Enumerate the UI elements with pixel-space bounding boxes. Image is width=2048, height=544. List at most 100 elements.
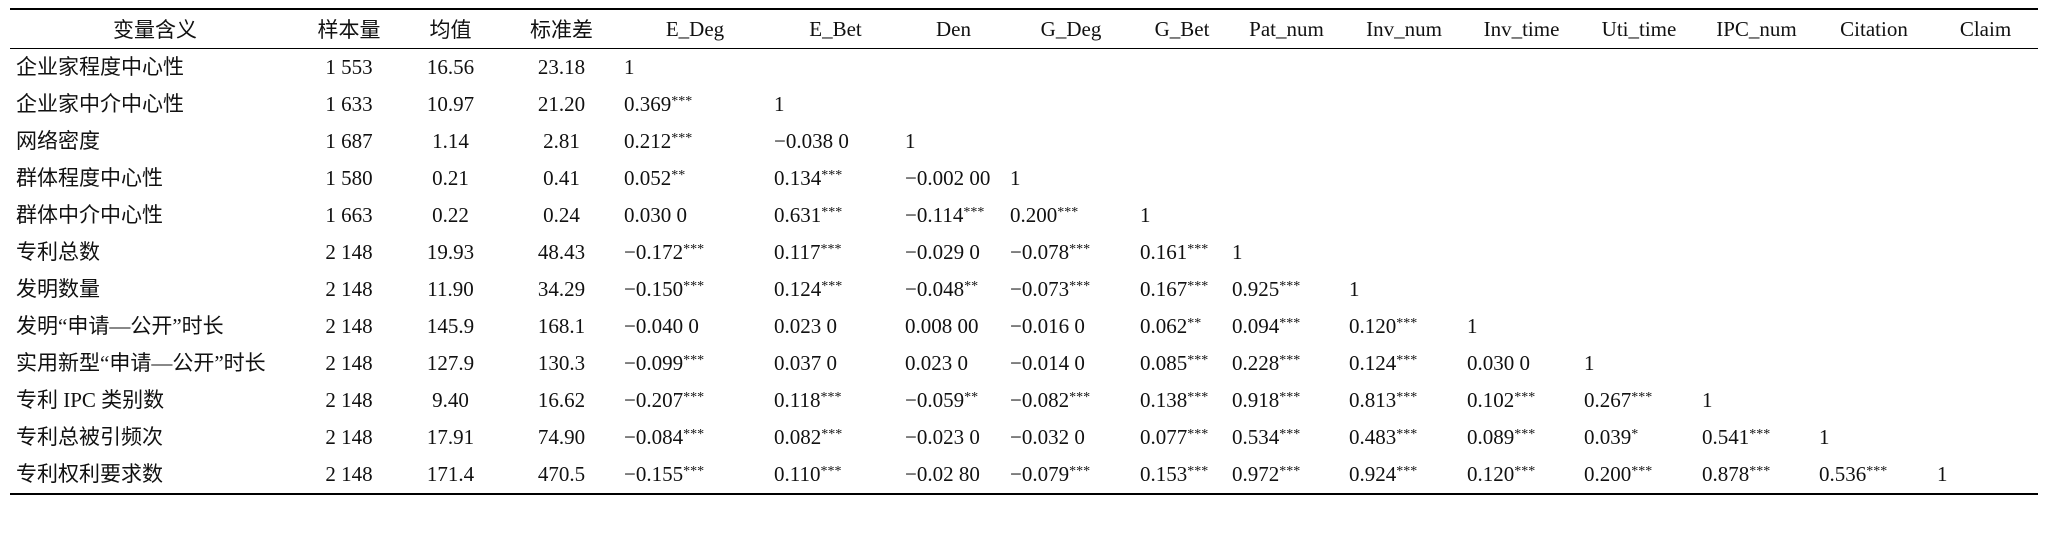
table-cell: 0.541*** [1698,419,1815,456]
table-cell [1228,49,1345,87]
table-cell: 0.161*** [1136,234,1228,271]
table-cell [1698,234,1815,271]
table-cell [1136,86,1228,123]
cell-value: 0.023 0 [905,351,968,375]
table-cell: −0.016 0 [1006,308,1136,345]
cell-value: −0.207 [624,388,684,412]
significance: *** [1396,390,1418,405]
cell-value: 0.008 00 [905,314,979,338]
cell-value: 0.124 [774,277,822,301]
table-cell [1136,160,1228,197]
variable-name: 专利总数 [10,234,300,271]
table-row: 群体程度中心性 1 580 0.21 0.41 0.052** 0.134*** −0.00… [10,160,2038,197]
table-cell [1136,49,1228,87]
column-header: Citation [1840,16,1908,41]
table-cell [1345,123,1463,160]
table-cell [1815,197,1933,234]
cell-value: 0.21 [432,166,469,190]
table-cell [1933,123,2038,160]
variable-name: 专利 IPC 类别数 [10,382,300,419]
table-cell [1136,123,1228,160]
cell-value: 9.40 [432,388,469,412]
table-cell: 0.117*** [770,234,901,271]
cell-value: 1 [1349,277,1360,301]
table-cell [1006,49,1136,87]
table-cell: 21.20 [503,86,620,123]
table-cell: 0.536*** [1815,456,1933,494]
table-cell [1933,271,2038,308]
column-header: Inv_num [1366,16,1442,41]
column-header: 样本量 [317,18,381,42]
cell-value: −0.150 [624,277,684,301]
significance: *** [1187,242,1209,257]
table-cell: 0.039* [1580,419,1698,456]
cell-value: 发明数量 [16,277,100,301]
cell-value: 10.97 [426,92,475,116]
table-cell: 1 [1006,160,1136,197]
table-row: 企业家程度中心性 1 553 16.56 23.18 1 [10,49,2038,87]
table-row: 实用新型“申请—公开”时长 2 148 127.9 130.3 −0.099*** 0.0… [10,345,2038,382]
table-cell [1580,197,1698,234]
significance: *** [963,205,985,220]
cell-value: 群体程度中心性 [16,166,163,190]
table-cell: 34.29 [503,271,620,308]
significance: * [1631,427,1639,442]
table-cell: −0.082*** [1006,382,1136,419]
table-cell: 0.030 0 [620,197,770,234]
significance: *** [1187,353,1209,368]
cell-value: 0.167 [1140,277,1188,301]
table-cell [1933,234,2038,271]
column-header: Pat_num [1249,16,1324,41]
variable-name: 群体中介中心性 [10,197,300,234]
cell-value: −0.059 [905,388,965,412]
significance: *** [1396,316,1418,331]
table-cell [770,49,901,87]
table-cell: 0.534*** [1228,419,1345,456]
cell-value: 0.102 [1467,388,1515,412]
column-header: Inv_time [1483,16,1560,41]
table-cell: 0.120*** [1345,308,1463,345]
table-cell: 0.369*** [620,86,770,123]
cell-value: 1 [624,55,635,79]
table-cell [1698,49,1815,87]
table-cell [1933,308,2038,345]
cell-value: 2 148 [325,351,373,375]
significance: *** [1187,279,1209,294]
table-cell: 2 148 [300,419,398,456]
significance: *** [683,427,705,442]
significance: *** [1514,427,1536,442]
cell-value: 1 [1584,351,1595,375]
table-cell: 1 [1698,382,1815,419]
cell-value: 74.90 [537,425,586,449]
cell-value: 0.030 0 [1467,351,1530,375]
cell-value: 168.1 [537,314,586,338]
cell-value: 专利 IPC 类别数 [16,388,165,412]
significance: *** [1279,427,1301,442]
table-cell [1933,197,2038,234]
table-cell [1815,382,1933,419]
significance: *** [1279,316,1301,331]
table-cell: 1.14 [398,123,503,160]
table-row: 专利权利要求数 2 148 171.4 470.5 −0.155*** 0.110*** −… [10,456,2038,494]
table-cell [1006,86,1136,123]
cell-value: 2 148 [325,462,373,486]
cell-value: 2 148 [325,388,373,412]
cell-value: 1 [1232,240,1243,264]
significance: *** [683,279,705,294]
table-cell: −0.023 0 [901,419,1006,456]
variable-name: 网络密度 [10,123,300,160]
cell-value: −0.084 [624,425,684,449]
significance: *** [671,131,693,146]
table-cell: 0.094*** [1228,308,1345,345]
significance: *** [1069,242,1091,257]
cell-value: −0.014 0 [1010,351,1085,375]
table-cell: 0.22 [398,197,503,234]
table-cell: −0.014 0 [1006,345,1136,382]
column-header: Den [936,16,971,41]
cell-value: 0.200 [1584,462,1632,486]
cell-value: 0.972 [1232,462,1280,486]
significance: *** [1514,464,1536,479]
table-cell [1698,160,1815,197]
table-cell [1463,86,1580,123]
cell-value: 0.124 [1349,351,1397,375]
